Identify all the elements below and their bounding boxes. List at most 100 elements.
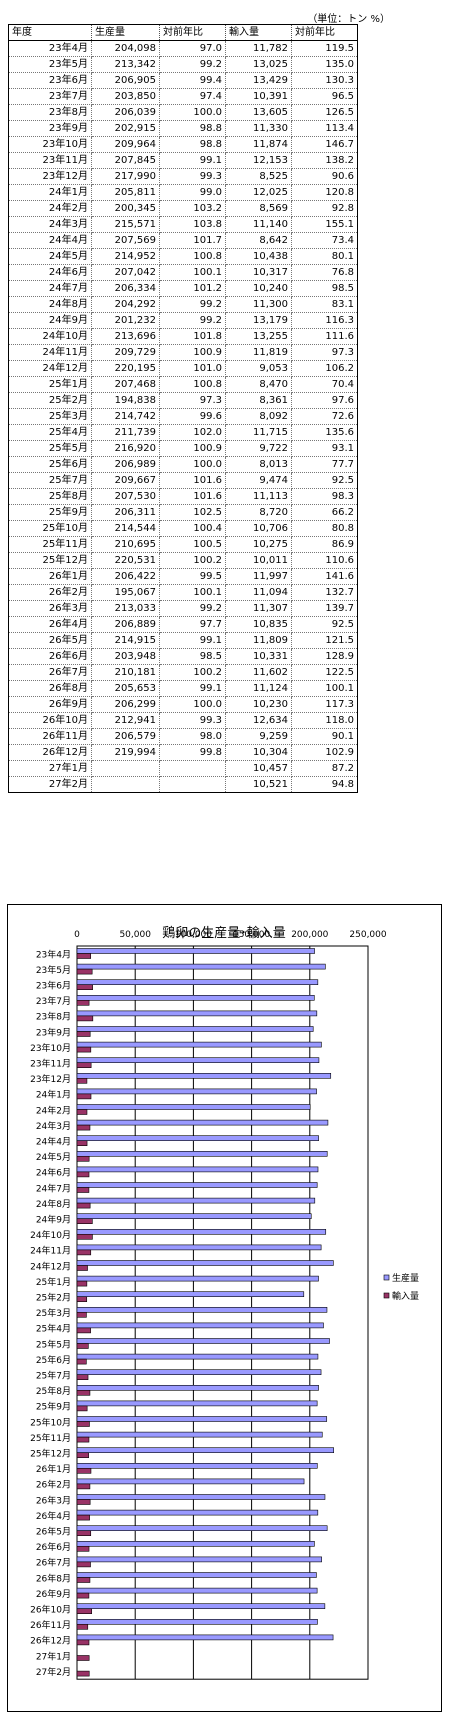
bar-imports <box>76 1062 92 1068</box>
bar-imports <box>76 968 93 975</box>
cell-production-yoy: 100.0 <box>159 456 226 473</box>
cell-imports-yoy: 126.5 <box>291 104 358 121</box>
cell-production: 214,915 <box>91 632 160 649</box>
cell-imports: 13,179 <box>225 312 292 329</box>
bar-production <box>76 1494 326 1500</box>
category-label: 25年11月 <box>30 1432 71 1444</box>
cell-period: 26年12月 <box>8 744 92 761</box>
bar-imports <box>76 1530 92 1537</box>
cell-imports: 11,113 <box>225 488 292 505</box>
table-row: 24年11月 209,729 100.9 11,819 97.3 <box>8 344 358 361</box>
bar-production <box>76 1509 319 1516</box>
cell-imports: 11,094 <box>225 584 292 601</box>
cell-imports-yoy: 73.4 <box>291 232 358 249</box>
cell-period: 25年3月 <box>8 408 92 425</box>
cell-period: 23年9月 <box>8 120 92 137</box>
cell-imports-yoy: 111.6 <box>291 328 358 345</box>
cell-production: 219,994 <box>91 744 160 761</box>
cell-production: 216,920 <box>91 440 160 457</box>
cell-imports-yoy: 116.3 <box>291 312 358 329</box>
cell-period: 27年2月 <box>8 776 92 793</box>
category-label: 24年4月 <box>36 1136 71 1148</box>
cell-imports-yoy: 96.5 <box>291 88 358 105</box>
bar-production <box>76 1478 305 1485</box>
cell-period: 27年1月 <box>8 760 92 777</box>
table-row: 25年6月 206,989 100.0 8,013 77.7 <box>8 456 358 473</box>
category-label: 26年10月 <box>30 1604 71 1616</box>
cell-imports: 13,429 <box>225 72 292 89</box>
cell-production: 210,695 <box>91 536 160 553</box>
bar-imports <box>76 1655 90 1661</box>
cell-production: 209,964 <box>91 136 160 153</box>
cell-period: 25年6月 <box>8 456 92 473</box>
category-label: 26年1月 <box>36 1463 71 1475</box>
bar-production <box>76 1447 334 1454</box>
table-row: 26年10月 212,941 99.3 12,634 118.0 <box>8 712 358 729</box>
cell-production-yoy: 100.1 <box>159 584 226 601</box>
cell-period: 25年8月 <box>8 488 92 505</box>
cell-imports-yoy: 120.8 <box>291 184 358 201</box>
bar-production <box>76 1572 317 1578</box>
cell-production: 211,739 <box>91 424 160 441</box>
cell-imports-yoy: 117.3 <box>291 696 358 713</box>
cell-production-yoy: 99.1 <box>159 152 226 169</box>
table-row: 25年11月 210,695 100.5 10,275 86.9 <box>8 536 358 553</box>
cell-production: 207,530 <box>91 488 160 505</box>
cell-period: 24年10月 <box>8 328 92 345</box>
cell-imports: 10,331 <box>225 648 292 665</box>
cell-imports: 10,275 <box>225 536 292 553</box>
category-label: 23年10月 <box>30 1042 71 1054</box>
bar-production <box>76 1322 324 1329</box>
cell-production: 202,915 <box>91 120 160 137</box>
cell-imports-yoy: 106.2 <box>291 360 358 377</box>
bar-production <box>76 1431 323 1438</box>
cell-production-yoy: 99.2 <box>159 600 226 617</box>
bar-imports <box>76 1031 91 1037</box>
category-label: 24年3月 <box>36 1120 71 1132</box>
table-row: 26年9月 206,299 100.0 10,230 117.3 <box>8 696 358 713</box>
chart-panel: 鶏卵の生産量･輸入量 0 50,000 100,000 150,000 200,000 25… <box>7 904 442 1712</box>
cell-period: 26年5月 <box>8 632 92 649</box>
category-label: 25年3月 <box>36 1307 71 1319</box>
cell-production-yoy: 97.7 <box>159 616 226 633</box>
category-label: 26年9月 <box>36 1588 71 1600</box>
bar-production <box>76 1618 318 1625</box>
cell-production-yoy: 99.2 <box>159 296 226 313</box>
cell-imports-yoy: 92.5 <box>291 616 358 633</box>
cell-period: 24年4月 <box>8 232 92 249</box>
cell-production: 210,181 <box>91 664 160 681</box>
cell-imports-yoy: 66.2 <box>291 504 358 521</box>
bar-production <box>76 1166 319 1173</box>
bar-imports <box>76 1218 93 1225</box>
cell-imports: 11,307 <box>225 600 292 617</box>
table-row: 24年9月 201,232 99.2 13,179 116.3 <box>8 312 358 329</box>
cell-period: 25年5月 <box>8 440 92 457</box>
cell-production-yoy: 97.0 <box>159 40 226 57</box>
cell-production-yoy: 103.2 <box>159 200 226 217</box>
cell-production: 217,990 <box>91 168 160 185</box>
cell-production: 206,889 <box>91 616 160 633</box>
cell-production-yoy: 98.0 <box>159 728 226 745</box>
cell-imports: 11,140 <box>225 216 292 233</box>
cell-imports: 8,361 <box>225 392 292 409</box>
bar-imports <box>76 1358 87 1365</box>
bar-imports <box>76 1561 91 1568</box>
bar-chart: 鶏卵の生産量･輸入量 0 50,000 100,000 150,000 200,000 25… <box>30 925 419 1680</box>
bar-imports <box>76 1639 90 1646</box>
cell-production-yoy: 98.5 <box>159 648 226 665</box>
bar-imports <box>76 1405 88 1412</box>
cell-imports-yoy: 76.8 <box>291 264 358 281</box>
cell-imports-yoy: 94.8 <box>291 776 358 793</box>
cell-imports-yoy: 70.4 <box>291 376 358 393</box>
cell-imports-yoy: 98.5 <box>291 280 358 297</box>
cell-period: 26年2月 <box>8 584 92 601</box>
table-row: 25年10月 214,544 100.4 10,706 80.8 <box>8 520 358 537</box>
cell-period: 23年6月 <box>8 72 92 89</box>
x-tick-label: 100,000 <box>175 930 212 940</box>
cell-period: 26年4月 <box>8 616 92 633</box>
category-label: 25年5月 <box>36 1338 71 1350</box>
cell-imports-yoy: 141.6 <box>291 568 358 585</box>
cell-imports-yoy: 135.6 <box>291 424 358 441</box>
cell-period: 24年7月 <box>8 280 92 297</box>
bar-production <box>76 948 315 954</box>
